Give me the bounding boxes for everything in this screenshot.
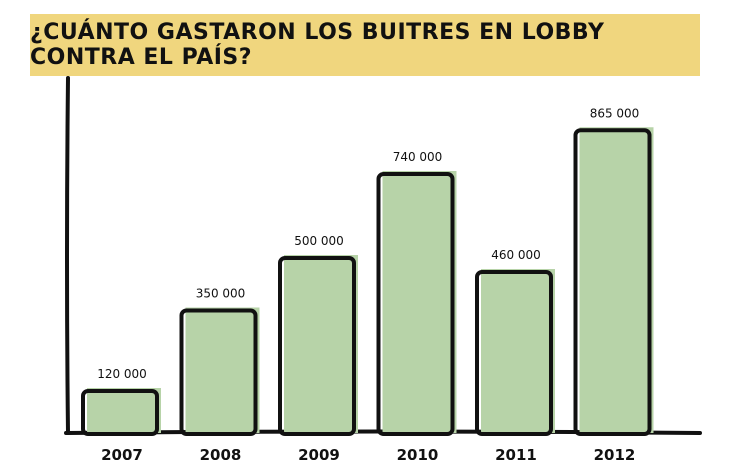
- x-tick-label-2007: 2007: [101, 446, 143, 464]
- y-axis-line: [65, 76, 70, 435]
- x-tick-label-2012: 2012: [594, 446, 636, 464]
- chart-bars: [81, 127, 654, 436]
- value-label-2008: 350 000: [196, 287, 246, 301]
- value-label-2009: 500 000: [294, 234, 344, 248]
- title-band: ¿CUÁNTO GASTARON LOS BUITRES EN LOBBY CO…: [30, 14, 700, 76]
- value-label-2010: 740 000: [393, 150, 443, 164]
- bar-fill-2012: [579, 127, 654, 433]
- bar-2009: [278, 256, 356, 436]
- bar-2010: [376, 172, 455, 436]
- bar-2008: [179, 308, 258, 436]
- x-tick-label-2011: 2011: [495, 446, 537, 464]
- bar-fill-2008: [185, 307, 260, 433]
- value-label-2007: 120 000: [97, 367, 147, 381]
- chart-labels: 120 000 2007 350 000 2008 500 000 2009 740 000…: [97, 106, 639, 464]
- bar-fill-2009: [284, 255, 358, 433]
- value-label-2012: 865 000: [590, 106, 640, 120]
- bar-fill-2011: [481, 269, 555, 433]
- value-label-2011: 460 000: [491, 248, 541, 262]
- bar-2011: [475, 270, 553, 436]
- x-tick-label-2008: 2008: [200, 446, 242, 464]
- bar-fill-2010: [382, 171, 457, 433]
- bar-fill-2007: [87, 388, 161, 433]
- chart-title: ¿CUÁNTO GASTARON LOS BUITRES EN LOBBY CO…: [30, 20, 605, 70]
- x-tick-label-2009: 2009: [298, 446, 340, 464]
- x-tick-label-2010: 2010: [397, 446, 439, 464]
- bar-2007: [81, 389, 159, 436]
- bar-2012: [573, 128, 652, 436]
